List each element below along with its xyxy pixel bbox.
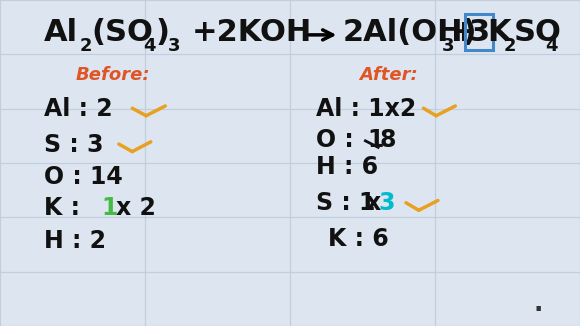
Text: x: x <box>366 191 381 215</box>
Text: .: . <box>534 292 543 316</box>
Text: 2: 2 <box>503 37 516 54</box>
Text: S : 1: S : 1 <box>316 191 375 215</box>
Text: 3: 3 <box>168 37 181 54</box>
Text: O :: O : <box>316 128 354 152</box>
Text: Al: Al <box>44 18 78 47</box>
Text: K :: K : <box>44 196 79 220</box>
Text: ): ) <box>155 18 169 47</box>
Text: 3: 3 <box>469 18 490 47</box>
Text: 3: 3 <box>378 191 394 215</box>
Text: After:: After: <box>360 66 418 84</box>
Text: x 2: x 2 <box>116 196 156 220</box>
Text: Al : 1x2: Al : 1x2 <box>316 97 416 121</box>
Text: Before:: Before: <box>75 66 150 84</box>
Text: K : 6: K : 6 <box>328 227 389 251</box>
Text: H : 6: H : 6 <box>316 156 378 179</box>
Text: O : 14: O : 14 <box>44 165 122 189</box>
Text: 4: 4 <box>545 37 558 54</box>
Text: SO: SO <box>514 18 562 47</box>
Text: Al : 2: Al : 2 <box>44 97 112 121</box>
Text: 8: 8 <box>380 128 396 152</box>
Text: K: K <box>487 18 511 47</box>
Text: +2KOH: +2KOH <box>191 18 311 47</box>
Text: 1: 1 <box>367 128 383 152</box>
Text: 3: 3 <box>442 37 455 54</box>
Text: S : 3: S : 3 <box>44 133 103 156</box>
Text: 4: 4 <box>143 37 156 54</box>
Text: +: + <box>451 18 477 47</box>
Text: (SO: (SO <box>92 18 154 47</box>
Text: H : 2: H : 2 <box>44 229 106 253</box>
Text: 1: 1 <box>102 196 118 220</box>
Text: 2: 2 <box>79 37 92 54</box>
Text: 2Al(OH): 2Al(OH) <box>342 18 477 47</box>
